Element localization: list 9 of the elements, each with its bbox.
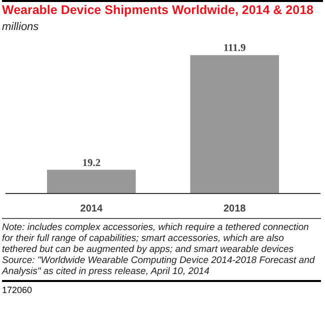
text: 172060	[2, 280, 321, 297]
x-tick-label: 2014	[80, 204, 103, 214]
data-label: 19.2	[82, 158, 101, 169]
text: Note: includes complex accessories, which require a tethered connection for their full range of capabilities; smart accessories, which are also tethered but can be augmented by apps; and smart wearable devices	[2, 222, 310, 255]
chart-title: Wearable Device Shipments Worldwide, 2014 & 2018	[2, 2, 314, 19]
x-tick-label: 2018	[223, 204, 246, 214]
chart-subtitle: millions	[2, 20, 40, 35]
source-note: Source: "Worldwide Wearable Computing Device 2014-2018 Forecast and Analysis" as cited in press release, April 10, 2014	[2, 255, 316, 277]
data-label: 111.9	[223, 43, 246, 54]
